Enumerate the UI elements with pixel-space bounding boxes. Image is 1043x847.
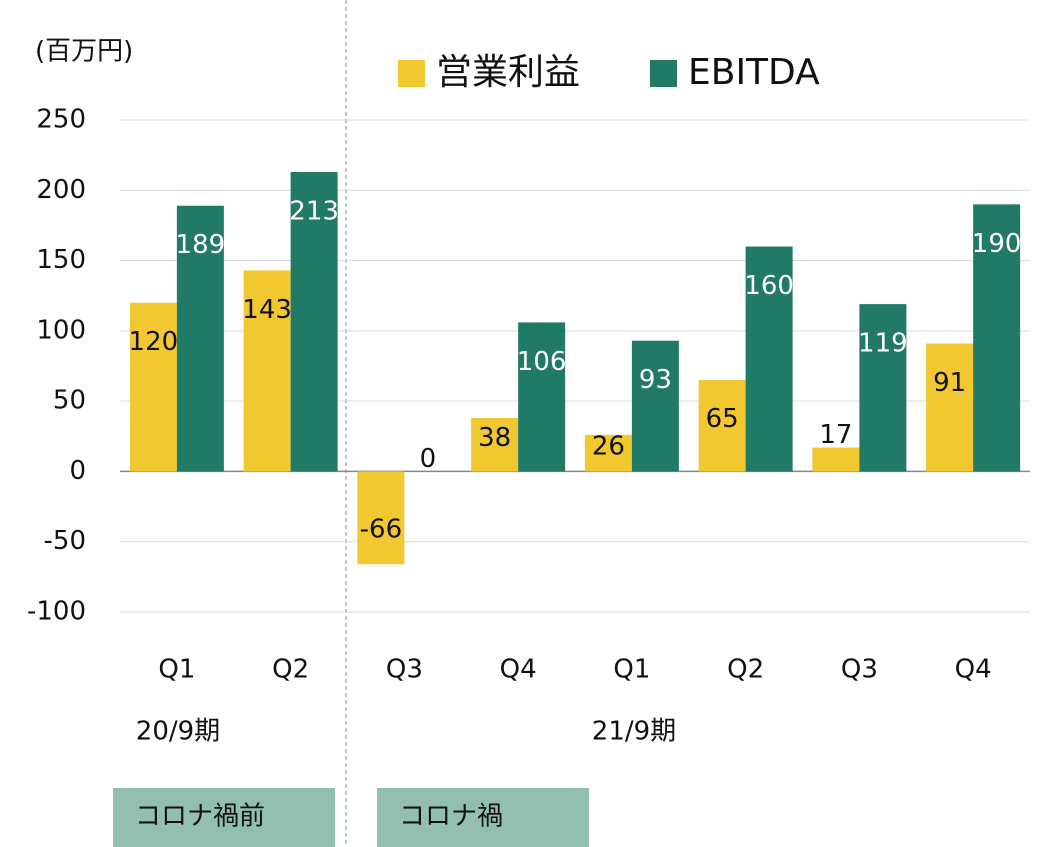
y-tick-label: 250 <box>36 105 86 135</box>
data-label: 120 <box>129 327 179 357</box>
bar <box>812 447 860 472</box>
bar <box>698 380 746 472</box>
unit-label: (百万円) <box>35 37 133 67</box>
bar <box>973 204 1021 472</box>
bar <box>926 343 974 472</box>
data-label: 190 <box>972 229 1022 259</box>
y-tick-label: 100 <box>36 315 86 345</box>
data-label: 0 <box>420 444 437 474</box>
legend-label: 営業利益 <box>436 52 580 93</box>
data-label: 119 <box>858 329 908 359</box>
group-label: 21/9期 <box>592 717 676 747</box>
bar <box>631 340 679 472</box>
bar <box>290 172 338 472</box>
data-label: -66 <box>360 514 402 544</box>
data-label: 189 <box>176 230 226 260</box>
annotation-box <box>377 788 589 847</box>
bar <box>584 434 632 472</box>
data-label: 65 <box>706 404 739 434</box>
y-tick-label: 150 <box>36 245 86 275</box>
bar <box>243 270 291 472</box>
legend-label: EBITDA <box>688 52 820 93</box>
y-tick-label: 50 <box>53 386 86 416</box>
x-tick-label: Q2 <box>272 655 309 685</box>
x-tick-label: Q1 <box>158 655 195 685</box>
data-label: 213 <box>289 197 339 227</box>
x-tick-label: Q2 <box>727 655 764 685</box>
y-tick-label: -50 <box>44 526 86 556</box>
x-tick-label: Q4 <box>500 655 537 685</box>
data-label: 93 <box>639 365 672 395</box>
group-label: 20/9期 <box>136 717 220 747</box>
legend-swatch <box>398 60 425 87</box>
data-label: 143 <box>242 295 292 325</box>
legend-swatch <box>650 60 677 87</box>
x-tick-label: Q3 <box>841 655 878 685</box>
x-tick-label: Q3 <box>386 655 423 685</box>
data-label: 38 <box>478 423 511 453</box>
y-tick-label: 0 <box>69 456 86 486</box>
y-tick-label: 200 <box>36 175 86 205</box>
y-tick-label: -100 <box>27 597 86 627</box>
annotation-label: コロナ禍 <box>399 802 503 832</box>
bar <box>357 471 405 565</box>
bar <box>471 418 519 472</box>
x-tick-label: Q1 <box>613 655 650 685</box>
bar <box>859 304 907 472</box>
data-label: 160 <box>744 271 794 301</box>
data-label: 91 <box>933 368 966 398</box>
bar <box>176 205 224 472</box>
data-label: 106 <box>517 347 567 377</box>
annotation-label: コロナ禍前 <box>135 802 265 832</box>
bar <box>745 246 793 472</box>
annotation-box <box>113 788 335 847</box>
bar <box>518 322 566 472</box>
bar <box>129 302 177 472</box>
data-label: 17 <box>819 420 852 450</box>
data-label: 26 <box>592 432 625 462</box>
x-tick-label: Q4 <box>955 655 992 685</box>
